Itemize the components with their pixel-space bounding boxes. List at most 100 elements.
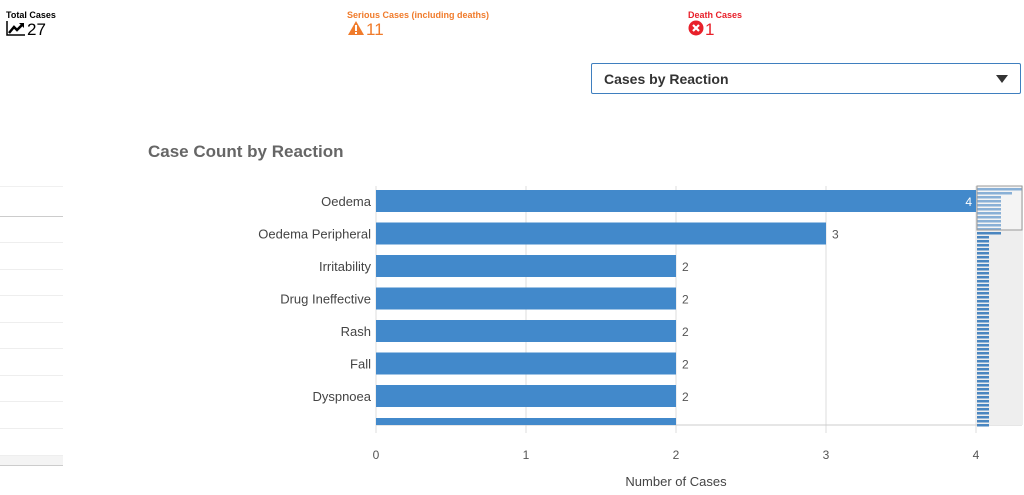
minimap-bar xyxy=(977,220,1001,223)
data-label: 2 xyxy=(682,260,689,274)
kpi-label: Death Cases xyxy=(688,10,743,20)
minimap-bar xyxy=(977,380,989,383)
minimap-bar xyxy=(977,224,1001,227)
caret-down-icon xyxy=(996,74,1008,83)
minimap-bar xyxy=(977,288,989,291)
minimap-bar xyxy=(977,328,989,331)
minimap-bar xyxy=(977,284,989,287)
minimap-bar xyxy=(977,296,989,299)
minimap-bar xyxy=(977,336,989,339)
minimap-bar xyxy=(977,256,989,259)
minimap-bar xyxy=(977,260,989,263)
x-tick-label: 3 xyxy=(823,448,830,462)
minimap-bar xyxy=(977,188,1022,191)
dropdown-selected: Cases by Reaction xyxy=(604,70,729,87)
minimap-bar xyxy=(977,352,989,355)
bar xyxy=(376,287,676,310)
kpi-total-cases: Total Cases 27 xyxy=(6,10,56,40)
bar xyxy=(376,320,676,342)
minimap-bar xyxy=(977,236,989,239)
data-label: 4 xyxy=(965,195,972,209)
minimap-bar xyxy=(977,388,989,391)
minimap-bar xyxy=(977,424,989,427)
bar-partial xyxy=(376,418,676,425)
minimap-bar xyxy=(977,348,989,351)
minimap-bar xyxy=(977,280,989,283)
x-tick-label: 2 xyxy=(673,448,680,462)
y-tick-label: Drug Ineffective xyxy=(280,292,371,307)
minimap-bar xyxy=(977,292,989,295)
bar xyxy=(376,352,676,375)
minimap-bar xyxy=(977,212,1001,215)
minimap-bar xyxy=(977,344,989,347)
minimap-bar xyxy=(977,364,989,367)
kpi-value: 11 xyxy=(366,20,384,39)
trend-up-icon xyxy=(6,20,26,40)
minimap-bar xyxy=(977,196,1001,199)
kpi-value: 27 xyxy=(27,20,46,39)
kpi-label: Serious Cases (including deaths) xyxy=(347,10,490,20)
minimap-bar xyxy=(977,300,989,303)
minimap-bar xyxy=(977,208,1001,211)
y-tick-label: Oedema xyxy=(321,194,372,209)
data-label: 3 xyxy=(832,228,839,242)
minimap-bar xyxy=(977,368,989,371)
data-label: 2 xyxy=(682,293,689,307)
minimap-bar xyxy=(977,304,989,307)
minimap-bar xyxy=(977,404,989,407)
data-label: 2 xyxy=(682,390,689,404)
minimap-bar xyxy=(977,192,1012,195)
minimap-bar xyxy=(977,392,989,395)
minimap-bar xyxy=(977,372,989,375)
minimap-bar xyxy=(977,244,989,247)
minimap-bar xyxy=(977,252,989,255)
data-label: 2 xyxy=(682,358,689,372)
minimap-bar xyxy=(977,232,1001,235)
minimap-bar xyxy=(977,324,989,327)
bar xyxy=(376,255,676,277)
minimap-bar xyxy=(977,412,989,415)
minimap-bar xyxy=(977,276,989,279)
chart-selector-dropdown[interactable]: Cases by Reaction xyxy=(591,63,1021,94)
kpi-serious-cases: Serious Cases (including deaths) 11 xyxy=(347,10,489,40)
minimap-bar xyxy=(977,216,1001,219)
minimap-bar xyxy=(977,264,989,267)
x-tick-label: 0 xyxy=(373,448,380,462)
error-circle-icon xyxy=(688,20,704,40)
minimap-bar xyxy=(977,228,1001,231)
minimap-bar xyxy=(977,248,989,251)
x-tick-label: 4 xyxy=(973,448,980,462)
minimap-bar xyxy=(977,316,989,319)
y-tick-label: Dyspnoea xyxy=(312,389,371,404)
minimap-bar xyxy=(977,408,989,411)
y-tick-label: Rash xyxy=(341,324,371,339)
minimap-bar xyxy=(977,320,989,323)
x-tick-label: 1 xyxy=(523,448,530,462)
minimap-bar xyxy=(977,200,1001,203)
kpi-value: 1 xyxy=(705,20,715,39)
scrollbar-thumb[interactable] xyxy=(976,185,1023,231)
bar xyxy=(376,190,976,212)
minimap-bar xyxy=(977,356,989,359)
minimap-bar xyxy=(977,384,989,387)
warning-icon xyxy=(347,20,365,40)
y-tick-label: Oedema Peripheral xyxy=(258,227,371,242)
minimap-bar xyxy=(977,312,989,315)
minimap-bar xyxy=(977,376,989,379)
bar xyxy=(376,222,826,245)
minimap-bar xyxy=(977,420,989,423)
x-axis-label: Number of Cases xyxy=(625,474,727,489)
minimap-bar xyxy=(977,400,989,403)
minimap-bar xyxy=(977,204,1001,207)
minimap-bar xyxy=(977,360,989,363)
y-tick-label: Fall xyxy=(350,357,371,372)
minimap-bar xyxy=(977,268,989,271)
minimap-bar xyxy=(977,308,989,311)
chart-title: Case Count by Reaction xyxy=(148,142,344,161)
minimap-bar xyxy=(977,332,989,335)
bar xyxy=(376,385,676,407)
minimap-bar xyxy=(977,272,989,275)
minimap-bar xyxy=(977,240,989,243)
minimap-bar xyxy=(977,340,989,343)
